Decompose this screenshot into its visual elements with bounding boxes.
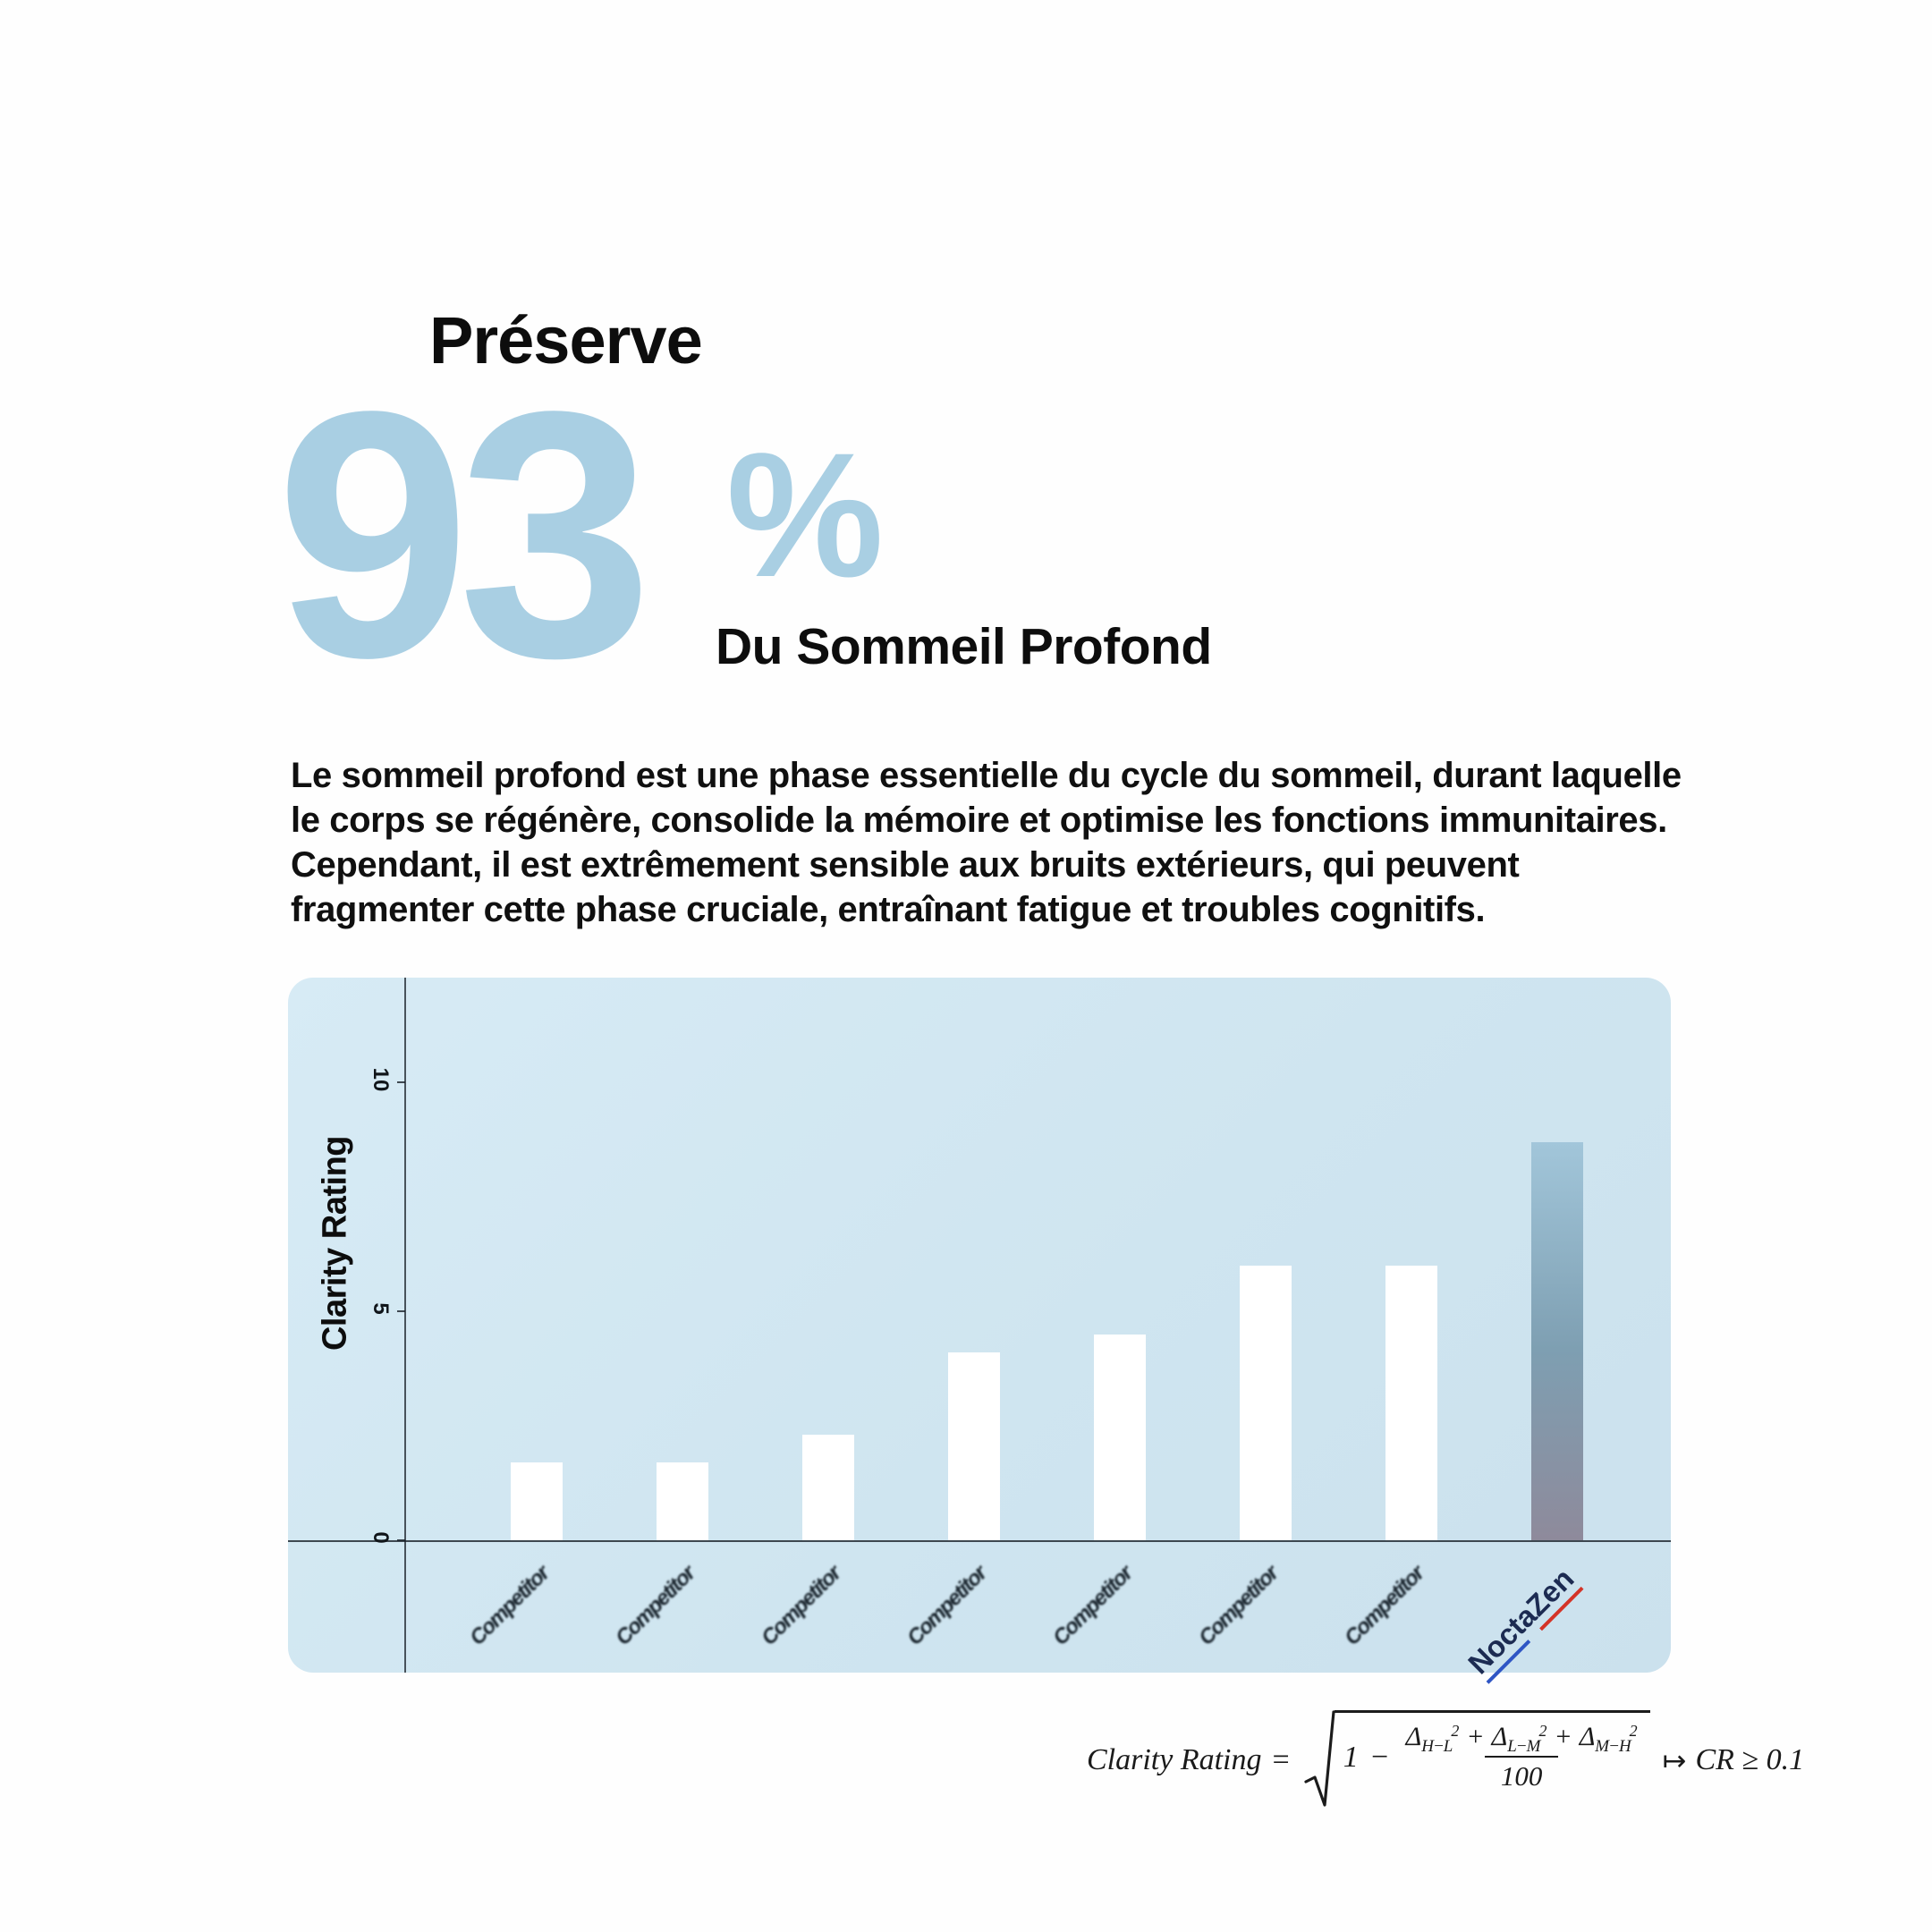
stat-percent-sign: %: [726, 416, 885, 614]
x-axis-line: [288, 1540, 1671, 1542]
bar-competitor: [1093, 1335, 1146, 1540]
minus-sign: −: [1368, 1740, 1390, 1774]
fraction-denominator: 100: [1484, 1756, 1559, 1792]
delta-term: Δ: [1579, 1722, 1596, 1751]
x-label-column: Competitor: [1192, 1544, 1338, 1669]
x-label-column: Competitor: [609, 1544, 755, 1669]
radicand: 1 − Δ H−L 2 + Δ L−M 2 + Δ M−H 2 100: [1334, 1710, 1650, 1792]
delta-term: Δ: [1491, 1722, 1508, 1751]
radicand-one: 1: [1343, 1740, 1359, 1774]
paragraph-line: le corps se régénère, consolide la mémoi…: [291, 801, 1667, 840]
y-tick-label: 5: [369, 1302, 393, 1315]
bar-competitor: [947, 1352, 1000, 1540]
square-root: 1 − Δ H−L 2 + Δ L−M 2 + Δ M−H 2 100: [1304, 1710, 1650, 1810]
eyebrow-title: Préserve: [429, 303, 703, 377]
delta-term: Δ: [1405, 1722, 1422, 1751]
y-tick-label: 10: [369, 1067, 393, 1092]
bar-competitor: [1385, 1266, 1437, 1540]
x-tick-label-competitor: Competitor: [756, 1562, 845, 1650]
bar-competitor: [510, 1462, 563, 1540]
x-tick-label-competitor: Competitor: [1339, 1562, 1428, 1650]
delta-subscript: M−H: [1595, 1737, 1631, 1756]
clarity-rating-bar-chart: Clarity Rating 0 5 10 Competitor Competitor…: [288, 978, 1671, 1684]
bar-noctazen: [1530, 1142, 1583, 1540]
bar-column: [1338, 1082, 1484, 1540]
x-tick-label-competitor: Competitor: [610, 1562, 699, 1650]
radical-sign: [1304, 1710, 1335, 1807]
fraction-numerator: Δ H−L 2 + Δ L−M 2 + Δ M−H 2: [1401, 1722, 1643, 1756]
delta-subscript: L−M: [1507, 1737, 1540, 1756]
stat-percentage-value: 93: [275, 339, 653, 731]
y-tick-mark: [397, 1310, 405, 1312]
y-tick-mark: [397, 1539, 405, 1541]
bar-column: [1192, 1082, 1338, 1540]
bar-column: [1484, 1082, 1630, 1540]
delta-exponent: 2: [1538, 1722, 1547, 1740]
plus-sign: +: [1554, 1722, 1572, 1751]
fraction: Δ H−L 2 + Δ L−M 2 + Δ M−H 2 100: [1401, 1722, 1643, 1792]
delta-exponent: 2: [1629, 1722, 1638, 1740]
x-label-column: Competitor: [755, 1544, 901, 1669]
x-tick-label-competitor: Competitor: [1047, 1562, 1137, 1650]
bar-column: [755, 1082, 901, 1540]
stat-caption: Du Sommeil Profond: [716, 618, 1212, 675]
bar-column: [1046, 1082, 1192, 1540]
equals-sign: =: [1272, 1743, 1290, 1776]
paragraph-line: fragmenter cette phase cruciale, entraîn…: [291, 890, 1486, 929]
delta-exponent: 2: [1451, 1722, 1460, 1740]
bar-column: [609, 1082, 755, 1540]
y-axis-label: Clarity Rating: [316, 1135, 354, 1352]
y-axis-line: [404, 978, 406, 1673]
x-label-column: Competitor: [1338, 1544, 1484, 1669]
bar-column: [901, 1082, 1046, 1540]
x-tick-label-competitor: Competitor: [464, 1562, 554, 1650]
bar-competitor: [656, 1462, 708, 1540]
x-tick-label-competitor: Competitor: [902, 1562, 991, 1650]
paragraph-line: Le sommeil profond est une phase essenti…: [291, 756, 1682, 795]
clarity-rating-formula: Clarity Rating = 1 − Δ H−L 2 + Δ L−M 2 + Δ M−…: [1087, 1710, 1804, 1810]
bar-competitor: [801, 1435, 854, 1540]
x-label-column: NoctaZen: [1462, 1544, 1630, 1684]
bar-competitor: [1239, 1266, 1292, 1540]
x-axis-labels-row: Competitor Competitor Competitor Competitor…: [463, 1544, 1630, 1684]
x-tick-label-competitor: Competitor: [1193, 1562, 1283, 1650]
maps-to-arrow: ↦: [1662, 1744, 1687, 1776]
paragraph-line: Cependant, il est extrêmement sensible a…: [291, 845, 1520, 885]
bar-column: [463, 1082, 609, 1540]
plus-sign: +: [1466, 1722, 1485, 1751]
formula-constraint: CR ≥ 0.1: [1695, 1743, 1805, 1776]
bars-row: [463, 1082, 1630, 1540]
y-tick-label: 0: [369, 1531, 393, 1544]
body-paragraph: Le sommeil profond est une phase essenti…: [291, 753, 1682, 932]
x-label-column: Competitor: [901, 1544, 1046, 1669]
x-label-column: Competitor: [463, 1544, 609, 1669]
delta-subscript: H−L: [1421, 1737, 1453, 1756]
y-tick-mark: [397, 1081, 405, 1083]
x-label-column: Competitor: [1046, 1544, 1192, 1669]
formula-lhs: Clarity Rating: [1087, 1743, 1262, 1776]
